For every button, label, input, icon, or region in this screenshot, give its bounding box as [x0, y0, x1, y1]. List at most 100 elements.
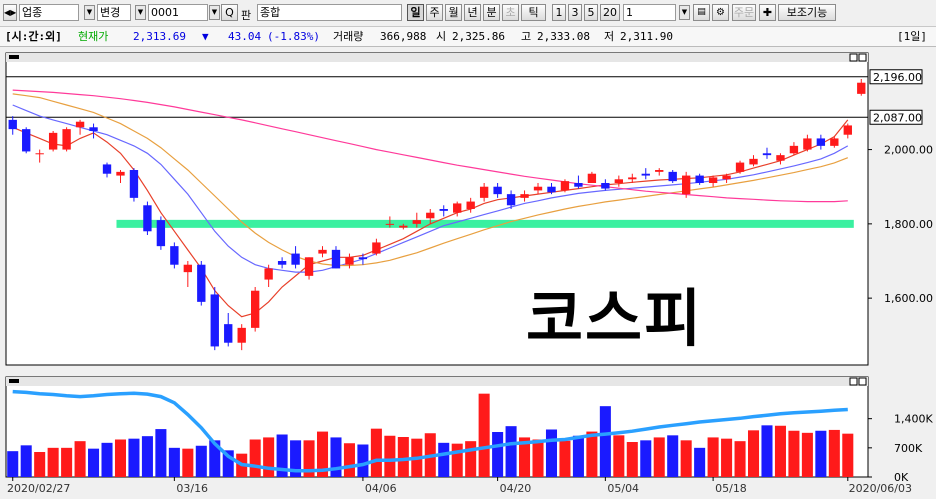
volume-bar [330, 437, 342, 477]
candle-body [372, 242, 381, 254]
candle-body [641, 173, 650, 176]
candle-body [264, 268, 273, 280]
volume-bar [653, 437, 665, 477]
market-select[interactable]: 업종 [19, 4, 79, 21]
volume-axis-label: 700K [894, 442, 923, 455]
candle-body [412, 220, 421, 224]
period-year-button[interactable]: 년 [464, 4, 481, 21]
search-icon[interactable]: Q [221, 4, 238, 21]
volume-bar [586, 431, 598, 477]
moving-average-ma120 [12, 89, 848, 203]
period-tick-button[interactable]: 틱 [521, 4, 546, 21]
volume-bar [128, 438, 140, 477]
candle-body [358, 257, 368, 260]
volume-bar [815, 430, 827, 477]
volume-bar [88, 448, 100, 477]
volume-value: 366,988 [380, 30, 427, 43]
code-dropdown-icon[interactable]: ▼ [209, 5, 220, 20]
volume-bar [7, 451, 19, 477]
settings-list-icon[interactable]: ▤ [693, 4, 710, 21]
period-day-button[interactable]: 일 [407, 4, 424, 21]
volume-bar [357, 444, 369, 477]
period-second-button[interactable]: 초 [502, 4, 519, 21]
moving-average-ma5 [12, 119, 849, 318]
volume-bar [20, 445, 32, 477]
panel-handle-icon [9, 379, 19, 383]
high-label: 고 [521, 30, 532, 43]
name-field[interactable]: 종합 [257, 4, 402, 21]
candle-body [291, 253, 300, 265]
count-input[interactable]: 1 [623, 4, 676, 21]
volume-bar [290, 440, 302, 477]
arrows-icon[interactable]: ◀▶ [3, 4, 17, 21]
price-panel [5, 52, 869, 366]
panel-handle-icon [9, 55, 19, 59]
period-minute-button[interactable]: 분 [483, 4, 500, 21]
candle-body [102, 164, 112, 174]
volume-bar [478, 393, 490, 477]
candle-body [331, 249, 341, 269]
candle-body [224, 324, 233, 343]
candle-body [210, 294, 219, 347]
volume-bar [519, 437, 531, 477]
candle-body [8, 119, 17, 130]
volume-bar [168, 447, 180, 477]
aux-function-button[interactable]: 보조기능 [778, 4, 836, 21]
candle-body [129, 170, 139, 198]
volume-bar [155, 429, 167, 477]
gear-icon[interactable]: ⚙ [712, 4, 729, 21]
candle-body [453, 203, 462, 213]
volume-bar [397, 437, 409, 477]
candle-body [35, 153, 44, 155]
volume-label: 거래량 [333, 30, 364, 43]
candle-body [156, 220, 166, 247]
price-marker-box [869, 69, 923, 85]
volume-bar [34, 452, 46, 477]
price-panel-header [6, 53, 868, 62]
interval-5-button[interactable]: 5 [584, 4, 598, 21]
add-icon[interactable]: ✚ [759, 4, 776, 21]
candle-body [574, 183, 583, 187]
volume-bar [61, 447, 73, 477]
moving-average-ma20 [12, 104, 849, 273]
candle-body [304, 257, 314, 276]
support-band [116, 219, 854, 228]
volume-bar [141, 436, 153, 477]
candle-body [695, 175, 704, 183]
interval-3-button[interactable]: 3 [568, 4, 582, 21]
candle-body [89, 127, 98, 131]
candle-body [789, 145, 799, 154]
volume-bar [47, 447, 59, 477]
candle-body [722, 175, 731, 180]
high-value: 2,333.08 [537, 30, 590, 43]
date-axis-label: 05/18 [715, 482, 747, 495]
low-label: 저 [604, 30, 615, 43]
price-volume-chart[interactable]: 2,000.00 1,800.00 1,600.00 1,400K 700K 0K 2,19… [0, 47, 936, 499]
change-dropdown-icon[interactable]: ▼ [135, 5, 146, 20]
count-dropdown-icon[interactable]: ▼ [679, 5, 690, 20]
candle-body [116, 171, 125, 176]
volume-bar [195, 445, 207, 477]
date-axis-label: 03/16 [176, 482, 208, 495]
candle-body [250, 290, 260, 328]
info-bar: [시:간:외] 현재가 2,313.69 ▼ 43.04 (-1.83%) 거래… [0, 27, 936, 47]
price-marker-box [869, 109, 923, 125]
candle-body [803, 138, 812, 150]
market-dropdown-icon[interactable]: ▼ [84, 5, 95, 20]
candle-body [479, 186, 489, 198]
volume-bar [532, 439, 544, 477]
panel-close-icon [858, 53, 867, 62]
interval-1-button[interactable]: 1 [552, 4, 566, 21]
candle-body [520, 194, 529, 198]
volume-bar [316, 431, 329, 477]
candle-body [439, 209, 448, 211]
change-field[interactable]: 변경 [97, 4, 131, 21]
period-month-button[interactable]: 월 [445, 4, 462, 21]
order-button[interactable]: 주문 [732, 4, 756, 21]
candle-body [655, 170, 664, 172]
code-input[interactable]: 0001 [148, 4, 208, 21]
period-week-button[interactable]: 주 [426, 4, 443, 21]
interval-20-button[interactable]: 20 [600, 4, 620, 21]
volume-bar [640, 440, 652, 477]
open-label: 시 [436, 30, 447, 43]
